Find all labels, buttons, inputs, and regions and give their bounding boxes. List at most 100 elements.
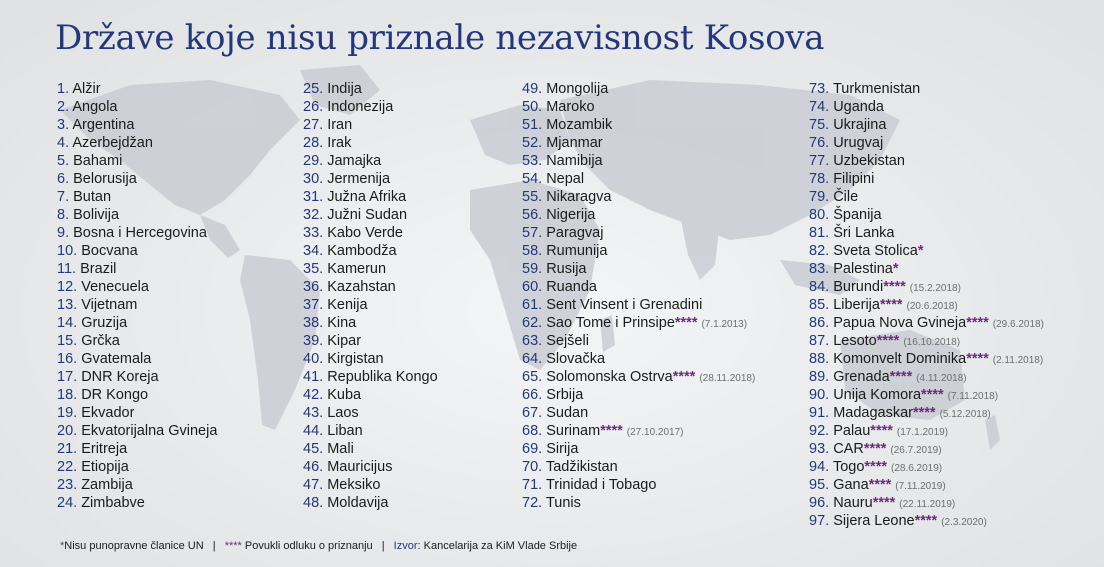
country-number: 3. (57, 117, 70, 133)
country-item: 21. Eritreja (57, 440, 217, 458)
country-number: 18. (57, 387, 78, 403)
country-number: 90. (809, 387, 830, 403)
country-number: 45. (303, 441, 324, 457)
country-name: Grčka (81, 333, 120, 349)
country-item: 39. Kipar (303, 332, 438, 350)
country-name: Burundi (833, 279, 884, 295)
country-item: 83. Palestina* (809, 260, 1044, 278)
country-number: 62. (522, 315, 543, 331)
country-item: 66. Srbija (522, 386, 755, 404)
country-number: 63. (522, 333, 543, 349)
country-name: Laos (327, 405, 359, 421)
country-name: Čile (833, 189, 859, 205)
country-number: 46. (303, 459, 324, 475)
country-number: 13. (57, 297, 78, 313)
country-item: 2. Angola (57, 98, 217, 116)
country-number: 77. (809, 153, 830, 169)
country-name: Zambija (81, 477, 133, 493)
country-name: Palau (833, 423, 871, 439)
country-number: 97. (809, 513, 830, 529)
country-number: 61. (522, 297, 543, 313)
country-item: 93. CAR**** (26.7.2019) (809, 440, 1044, 458)
country-number: 67. (522, 405, 543, 421)
country-item: 80. Španija (809, 206, 1044, 224)
withdrawal-date: (20.6.2018) (906, 301, 958, 312)
country-name: Filipini (833, 171, 875, 187)
country-item: 9. Bosna i Hercegovina (57, 224, 217, 242)
country-name: Turkmenistan (832, 81, 921, 97)
country-name: Gana (833, 477, 869, 493)
withdrawal-date: (28.11.2018) (699, 373, 756, 384)
country-number: 89. (809, 369, 830, 385)
country-name: Komonvelt Dominika (833, 351, 967, 367)
country-number: 92. (809, 423, 830, 439)
country-number: 39. (303, 333, 324, 349)
country-number: 86. (809, 315, 830, 331)
country-item: 6. Belorusija (57, 170, 217, 188)
country-item: 22. Etiopija (57, 458, 217, 476)
country-number: 58. (522, 243, 543, 259)
country-name: Uganda (833, 99, 884, 115)
country-item: 40. Kirgistan (303, 350, 438, 368)
country-number: 57. (522, 225, 543, 241)
country-column-4: 73. Turkmenistan 74. Uganda 75. Ukrajina 76… (809, 80, 1044, 530)
country-item: 16. Gvatemala (57, 350, 217, 368)
country-number: 72. (522, 495, 543, 511)
country-star-marker: * (892, 261, 899, 277)
country-item: 18. DR Kongo (57, 386, 217, 404)
country-item: 4. Azerbejdžan (57, 134, 217, 152)
country-item: 52. Mjanmar (522, 134, 755, 152)
country-number: 82. (809, 243, 830, 259)
country-item: 14. Gruzija (57, 314, 217, 332)
country-item: 69. Sirija (522, 440, 755, 458)
withdrawal-date: (17.1.2019) (896, 427, 949, 438)
country-item: 70. Tadžikistan (522, 458, 755, 476)
country-name: Ruanda (546, 279, 597, 295)
country-name: Mongolija (546, 81, 609, 97)
country-name: Meksiko (327, 477, 381, 493)
country-name: Španija (833, 207, 882, 223)
country-item: 77. Uzbekistan (809, 152, 1044, 170)
country-item: 68. Surinam**** (27.10.2017) (522, 422, 755, 440)
country-number: 51. (522, 117, 543, 133)
country-item: 8. Bolivija (57, 206, 217, 224)
country-name: Moldavija (327, 495, 389, 511)
country-number: 5. (57, 153, 70, 169)
country-item: 13. Vijetnam (57, 296, 217, 314)
country-number: 43. (303, 405, 324, 421)
country-number: 95. (809, 477, 830, 493)
country-number: 10. (57, 243, 78, 259)
country-name: Rumunija (546, 243, 608, 259)
country-name: Tadžikistan (545, 459, 618, 475)
country-item: 48. Moldavija (303, 494, 438, 512)
country-name: Kabo Verde (327, 225, 403, 241)
country-name: Lesoto (833, 333, 877, 349)
country-name: Tunis (545, 495, 581, 511)
withdrawal-date: (22.11.2019) (899, 499, 956, 510)
country-name: Šri Lanka (833, 225, 895, 241)
country-name: Unija Komora (833, 387, 922, 403)
withdrawal-date: (2.3.2020) (941, 517, 987, 528)
country-name: Južna Afrika (327, 189, 407, 205)
country-number: 12. (57, 279, 78, 295)
country-number: 35. (303, 261, 324, 277)
country-item: 53. Namibija (522, 152, 755, 170)
country-star-marker: **** (966, 351, 989, 367)
country-number: 59. (522, 261, 543, 277)
footer-note-non-members: Nisu punopravne članice UN (64, 540, 204, 552)
country-number: 22. (57, 459, 78, 475)
country-name: Mozambik (546, 117, 613, 133)
country-item: 50. Maroko (522, 98, 755, 116)
country-number: 91. (809, 405, 830, 421)
country-name: Etiopija (81, 459, 129, 475)
country-number: 52. (522, 135, 543, 151)
country-number: 15. (57, 333, 78, 349)
footer-legend: *Nisu punopravne članice UN | **** Povuk… (60, 540, 577, 552)
country-name: Alžir (72, 81, 101, 97)
country-number: 33. (303, 225, 324, 241)
country-item: 81. Šri Lanka (809, 224, 1044, 242)
page-title: Države koje nisu priznale nezavisnost Ko… (55, 18, 825, 58)
country-name: Sejšeli (546, 333, 589, 349)
country-number: 31. (303, 189, 324, 205)
country-column-1: 1. Alžir 2. Angola 3. Argentina 4. Azerbejd… (57, 80, 217, 512)
